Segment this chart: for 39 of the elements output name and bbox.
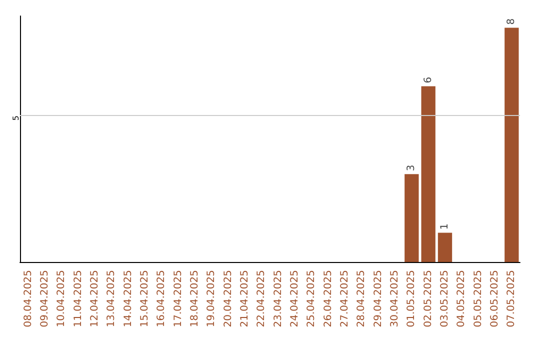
x-tick-label: 16.04.2025 <box>156 270 168 328</box>
x-tick-label: 24.04.2025 <box>290 270 300 328</box>
x-tick-label: 22.04.2025 <box>256 270 268 328</box>
x-tick-label: 14.04.2025 <box>122 270 134 328</box>
bar <box>438 232 452 262</box>
x-tick-label: 20.04.2025 <box>222 270 234 328</box>
x-tick-label: 19.04.2025 <box>206 270 218 328</box>
x-tick-label: 07.05.2025 <box>506 270 518 328</box>
x-tick-label: 27.04.2025 <box>340 270 350 328</box>
x-tick-label: 30.04.2025 <box>390 270 400 328</box>
x-tick-label: 11.04.2025 <box>72 270 84 328</box>
x-tick-label: 02.05.2025 <box>422 270 434 328</box>
data-label: 1 <box>440 223 450 230</box>
x-tick-label: 17.04.2025 <box>172 270 184 328</box>
x-tick-label: 26.04.2025 <box>322 270 334 328</box>
x-tick-label: 08.04.2025 <box>22 270 34 328</box>
x-tick-label: 23.04.2025 <box>272 270 284 328</box>
x-tick-label: 01.05.2025 <box>406 270 418 328</box>
x-tick-label: 13.04.2025 <box>106 270 118 328</box>
x-tick-label: 03.05.2025 <box>440 270 450 328</box>
x-tick-label: 04.05.2025 <box>456 270 468 328</box>
x-tick-label: 28.04.2025 <box>356 270 368 328</box>
x-tick-label: 06.05.2025 <box>490 270 500 328</box>
x-tick-label: 05.05.2025 <box>472 270 484 328</box>
bar <box>504 28 519 262</box>
x-tick-label: 18.04.2025 <box>190 270 200 328</box>
ref-line-label: 5 <box>12 116 20 121</box>
bar <box>404 174 419 262</box>
x-tick-label: 21.04.2025 <box>240 270 250 328</box>
x-tick-label: 29.04.2025 <box>372 270 384 328</box>
bar <box>421 86 436 262</box>
x-tick-label: 15.04.2025 <box>140 270 150 328</box>
data-label: 8 <box>506 18 518 25</box>
data-label: 3 <box>406 164 418 172</box>
data-label: 6 <box>422 76 434 84</box>
x-tick-label: 12.04.2025 <box>90 270 100 328</box>
x-tick-label: 25.04.2025 <box>306 270 318 328</box>
x-tick-label: 10.04.2025 <box>56 270 68 328</box>
x-tick-label: 09.04.2025 <box>40 270 50 328</box>
